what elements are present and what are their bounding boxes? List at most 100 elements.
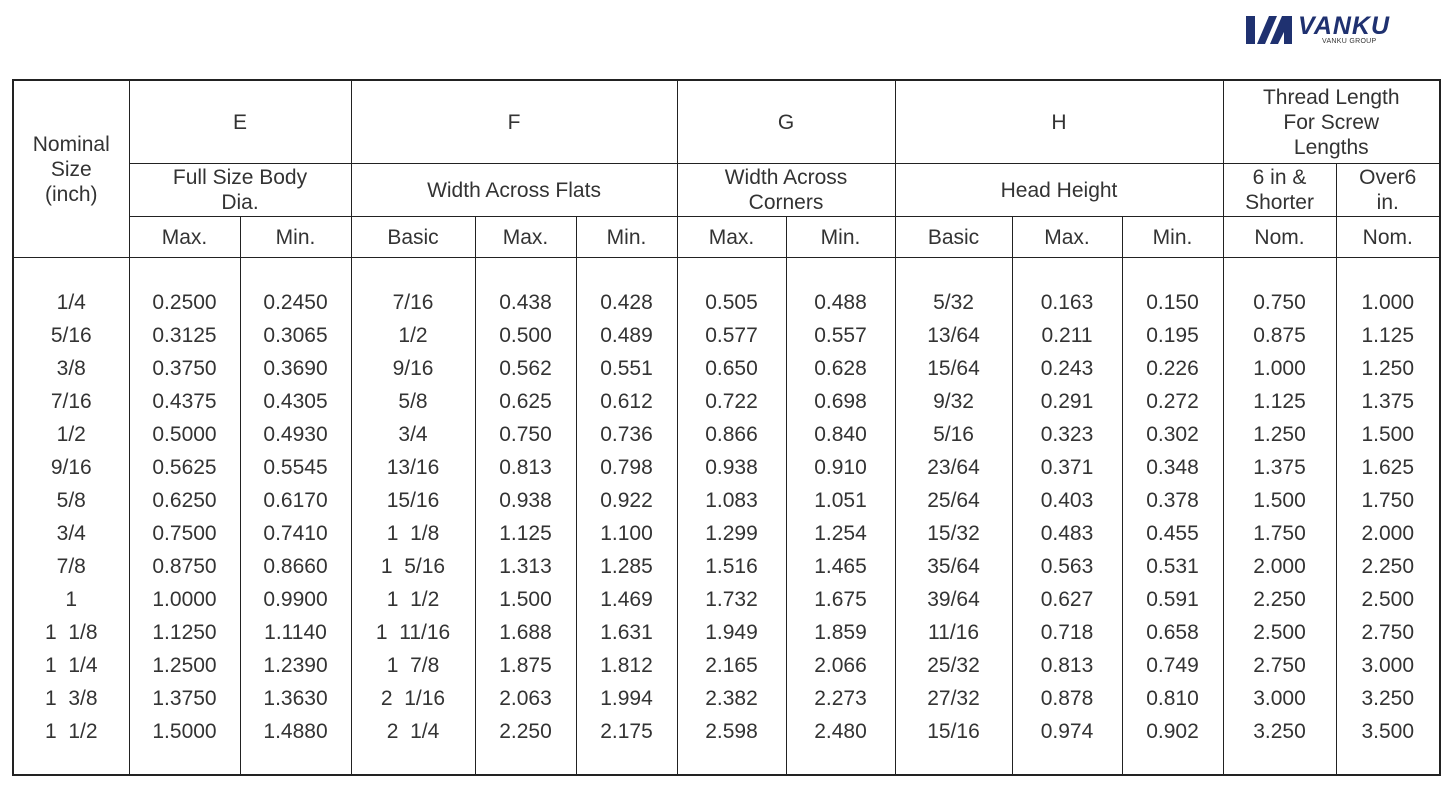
nominal-size-cell: 1/4 — [12, 286, 130, 319]
nominal-size-cell: 5/16 — [12, 319, 130, 352]
table-cell: 0.878 — [1011, 682, 1123, 715]
nominal-size-cell: 7/16 — [12, 385, 130, 418]
table-cell: 0.2500 — [128, 286, 241, 319]
table-cell: 0.483 — [1011, 517, 1123, 550]
table-row: 1/2 0.5000 0.4930 3/4 0.750 0.736 0.866 0.840 5/… — [12, 418, 1441, 451]
table-cell: 1.875 — [474, 649, 577, 682]
table-cell: 2 1/4 — [350, 715, 476, 748]
table-cell: 1.254 — [785, 517, 896, 550]
table-cell: 1.100 — [575, 517, 678, 550]
table-cell: 3.500 — [1335, 715, 1441, 748]
table-cell: 2.000 — [1335, 517, 1441, 550]
subcolumn-header: Nom. — [1222, 216, 1337, 258]
table-cell: 0.3125 — [128, 319, 241, 352]
table-cell: 0.628 — [785, 352, 896, 385]
vanku-logo-mark-icon — [1246, 16, 1292, 44]
table-cell: 0.7500 — [128, 517, 241, 550]
table-body: 1/4 0.2500 0.2450 7/16 0.438 0.428 0.505 0.488 5… — [12, 257, 1441, 775]
table-cell: 0.211 — [1011, 319, 1123, 352]
table-cell: 1.051 — [785, 484, 896, 517]
table-cell: 2.250 — [1335, 550, 1441, 583]
head-height-header: Head Height — [894, 163, 1224, 217]
table-cell: 0.625 — [474, 385, 577, 418]
table-cell: 9/16 — [350, 352, 476, 385]
nominal-size-cell: 1 1/4 — [12, 649, 130, 682]
subcolumn-header: Min. — [785, 216, 896, 258]
thread-length-header: Thread Length For Screw Lengths — [1222, 79, 1441, 164]
table-cell: 2.500 — [1222, 616, 1337, 649]
table-cell: 1 11/16 — [350, 616, 476, 649]
table-cell: 0.505 — [676, 286, 787, 319]
table-row: 5/8 0.6250 0.6170 15/16 0.938 0.922 1.083 1.051… — [12, 484, 1441, 517]
table-cell: 1.3750 — [128, 682, 241, 715]
nominal-size-cell: 9/16 — [12, 451, 130, 484]
nominal-size-cell: 5/8 — [12, 484, 130, 517]
table-cell: 0.6250 — [128, 484, 241, 517]
nominal-size-header: Nominal Size (inch) — [12, 79, 130, 258]
nominal-size-cell: 1/2 — [12, 418, 130, 451]
table-cell: 2.250 — [474, 715, 577, 748]
table-cell: 0.272 — [1121, 385, 1224, 418]
table-cell: 1.2500 — [128, 649, 241, 682]
table-cell: 2.480 — [785, 715, 896, 748]
table-cell: 2.500 — [1335, 583, 1441, 616]
subcolumn-header: Min. — [239, 216, 352, 258]
header-row-groups: Nominal Size (inch) E F G H Thread Lengt… — [12, 79, 1441, 258]
nominal-size-cell: 1 3/8 — [12, 682, 130, 715]
table-cell: 1.5000 — [128, 715, 241, 748]
table-cell: 1.285 — [575, 550, 678, 583]
table-row: 7/8 0.8750 0.8660 1 5/16 1.313 1.285 1.516 1.46… — [12, 550, 1441, 583]
table-cell: 27/32 — [894, 682, 1013, 715]
table-cell: 3.000 — [1222, 682, 1337, 715]
table-cell: 0.5000 — [128, 418, 241, 451]
table-cell: 0.798 — [575, 451, 678, 484]
table-cell: 0.489 — [575, 319, 678, 352]
table-cell: 1.465 — [785, 550, 896, 583]
table-row: 7/16 0.4375 0.4305 5/8 0.625 0.612 0.722 0.698 9… — [12, 385, 1441, 418]
table-cell: 1.299 — [676, 517, 787, 550]
table-cell: 0.974 — [1011, 715, 1123, 748]
table-cell: 35/64 — [894, 550, 1013, 583]
table-cell: 2.273 — [785, 682, 896, 715]
table-row: 1 1/8 1.1250 1.1140 1 11/16 1.688 1.631 1.949 1… — [12, 616, 1441, 649]
table-cell: 0.371 — [1011, 451, 1123, 484]
table-cell: 0.577 — [676, 319, 787, 352]
table-cell: 3.250 — [1335, 682, 1441, 715]
table-spacer-top — [12, 257, 1441, 286]
table-cell: 11/16 — [894, 616, 1013, 649]
table-cell: 1/2 — [350, 319, 476, 352]
table-cell: 0.226 — [1121, 352, 1224, 385]
table-cell: 1.688 — [474, 616, 577, 649]
table-cell: 7/16 — [350, 286, 476, 319]
table-cell: 1.0000 — [128, 583, 241, 616]
nominal-size-cell: 1 — [12, 583, 130, 616]
nominal-size-cell: 3/4 — [12, 517, 130, 550]
table-cell: 1.675 — [785, 583, 896, 616]
thread-over-header: Over6 in. — [1335, 163, 1441, 217]
table-cell: 0.875 — [1222, 319, 1337, 352]
table-cell: 0.938 — [474, 484, 577, 517]
table-cell: 15/16 — [350, 484, 476, 517]
table-cell: 0.591 — [1121, 583, 1224, 616]
table-cell: 1.949 — [676, 616, 787, 649]
table-cell: 5/16 — [894, 418, 1013, 451]
table-cell: 1.500 — [1335, 418, 1441, 451]
body-dia-header: Full Size Body Dia. — [128, 163, 352, 217]
table-cell: 0.650 — [676, 352, 787, 385]
table-cell: 0.938 — [676, 451, 787, 484]
table-cell: 2.000 — [1222, 550, 1337, 583]
table-cell: 1.1140 — [239, 616, 352, 649]
header-row-descriptions: Full Size Body Dia. Width Across Flats W… — [13, 163, 1441, 217]
table-cell: 1.994 — [575, 682, 678, 715]
subcolumn-header: Max. — [676, 216, 787, 258]
table-cell: 0.7410 — [239, 517, 352, 550]
nominal-size-cell: 1 1/2 — [12, 715, 130, 748]
table-cell: 1.375 — [1222, 451, 1337, 484]
table-cell: 0.4375 — [128, 385, 241, 418]
table-cell: 1.4880 — [239, 715, 352, 748]
table-cell: 1.750 — [1335, 484, 1441, 517]
table-cell: 0.902 — [1121, 715, 1224, 748]
table-cell: 2.598 — [676, 715, 787, 748]
table-row: 1 1/4 1.2500 1.2390 1 7/8 1.875 1.812 2.165 2.0… — [12, 649, 1441, 682]
table-cell: 0.428 — [575, 286, 678, 319]
